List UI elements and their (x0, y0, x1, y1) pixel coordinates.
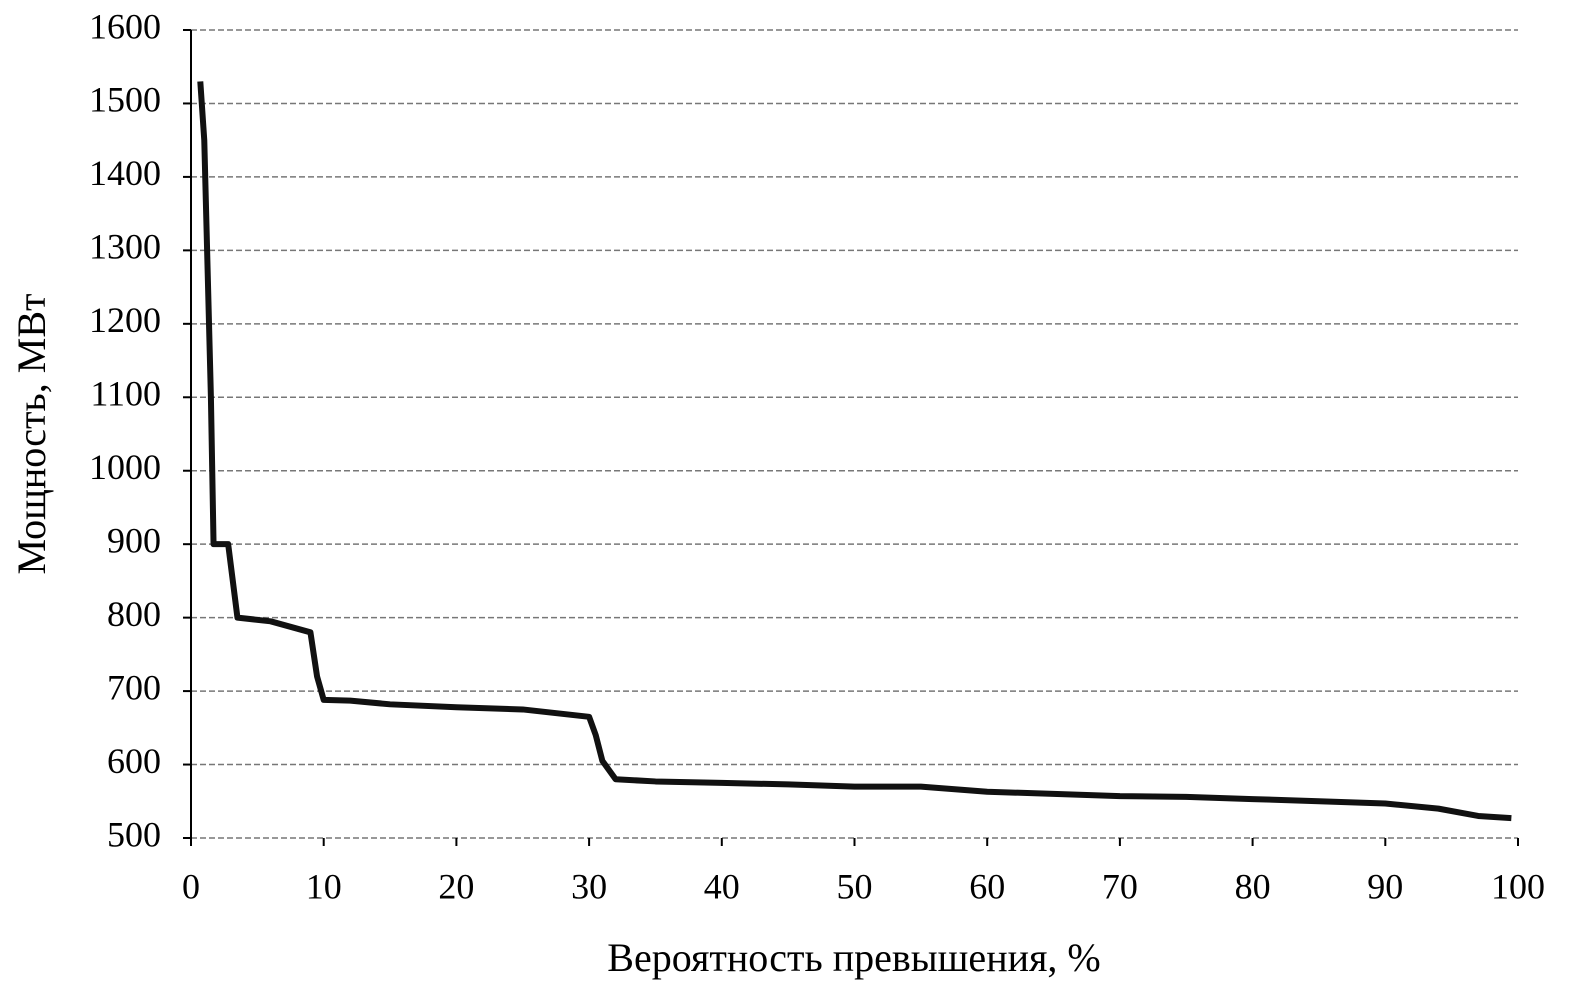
y-tick-label: 1000 (89, 447, 161, 487)
x-tick-label: 60 (969, 866, 1005, 906)
x-axis-label: Вероятность превышения, % (607, 935, 1100, 980)
y-tick-label: 1400 (89, 153, 161, 193)
x-tick-label: 90 (1367, 866, 1403, 906)
y-tick-label: 1300 (89, 227, 161, 267)
x-tick-label: 20 (438, 866, 474, 906)
y-tick-label: 500 (107, 814, 161, 854)
y-tick-label: 1100 (90, 374, 161, 414)
x-tick-label: 70 (1102, 866, 1138, 906)
y-tick-label: 600 (107, 741, 161, 781)
y-tick-label: 700 (107, 667, 161, 707)
x-tick-label: 10 (306, 866, 342, 906)
x-tick-label: 50 (837, 866, 873, 906)
data-line (197, 81, 1512, 822)
x-tick-label: 40 (704, 866, 740, 906)
x-tick-label: 0 (182, 866, 200, 906)
y-tick-label: 1200 (89, 300, 161, 340)
x-tick-label: 100 (1491, 866, 1545, 906)
y-tick-label: 900 (107, 520, 161, 560)
x-tick-label: 30 (571, 866, 607, 906)
y-axis-label: Мощность, МВт (9, 294, 54, 575)
y-tick-label: 1500 (89, 80, 161, 120)
x-tick-label: 80 (1235, 866, 1271, 906)
y-tick-label: 1600 (89, 6, 161, 46)
y-tick-label: 800 (107, 594, 161, 634)
